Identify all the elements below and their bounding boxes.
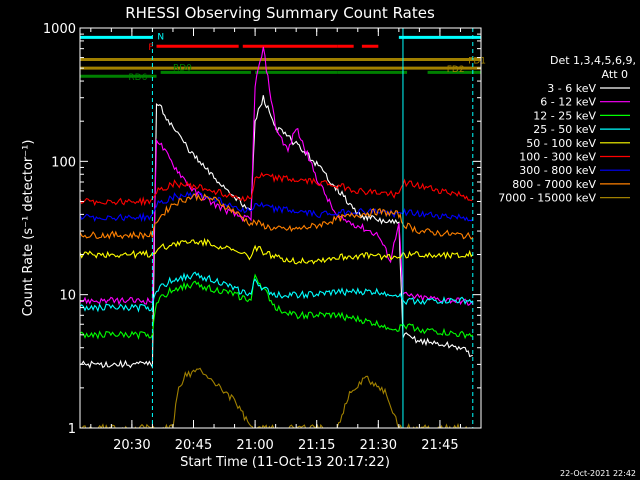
plot-frame	[79, 27, 482, 429]
series-line-300-800-kev	[80, 191, 474, 223]
series-line-25-50-kev	[80, 271, 474, 313]
x-tick-label-21-00: 21:00	[236, 438, 273, 453]
status-bars	[80, 35, 481, 78]
legend-label-6-12-kev: 6 - 12 keV	[540, 96, 596, 109]
status-bar-label-fd1: FD1	[468, 57, 486, 67]
legend-label-800-7000-kev: 800 - 7000 keV	[512, 178, 596, 191]
x-axis-label: Start Time (11-Oct-13 20:17:22)	[180, 455, 390, 470]
x-tick-label-21-45: 21:45	[421, 438, 458, 453]
status-bar-label-rd0: RD0	[173, 63, 192, 73]
legend-label-12-25-kev: 12 - 25 keV	[533, 109, 596, 122]
legend-label-100-300-kev: 100 - 300 keV	[519, 151, 596, 164]
status-bar-label-f: F	[148, 43, 153, 53]
legend-label-25-50-kev: 25 - 50 keV	[533, 123, 596, 136]
data-series	[80, 46, 474, 428]
legend-label-300-800-kev: 300 - 800 keV	[519, 164, 596, 177]
y-tick-label-100: 100	[51, 155, 76, 170]
y-tick-label-10: 10	[59, 289, 76, 304]
y-axis-label: Count Rate (s⁻¹ detector⁻¹)	[21, 140, 36, 317]
series-line-6-12-kev	[80, 46, 474, 306]
x-tick-label-20-45: 20:45	[175, 438, 212, 453]
series-line-100-300-kev	[80, 171, 474, 207]
series-line-12-25-kev	[80, 273, 474, 340]
y-tick-label-1000: 1000	[43, 22, 76, 37]
status-bar-label-rd6: RD6	[128, 73, 147, 83]
vertical-markers	[151, 28, 474, 428]
x-tick-label-21-15: 21:15	[298, 438, 335, 453]
legend-label-7000-15000-kev: 7000 - 15000 keV	[498, 192, 596, 205]
legend-header-line-2: Att 0	[602, 68, 628, 81]
legend-label-50-100-kev: 50 - 100 keV	[526, 137, 596, 150]
legend-header-line-1: Det 1,3,4,5,6,9,	[550, 54, 636, 67]
x-tick-label-21-30: 21:30	[360, 438, 397, 453]
y-tick-label-1: 1	[68, 422, 76, 437]
status-bar-label-fd2: FD2	[447, 65, 465, 75]
series-line-50-100-kev	[80, 237, 474, 265]
x-tick-label-20-30: 20:30	[113, 438, 150, 453]
legend-label-3-6-kev: 3 - 6 keV	[547, 82, 596, 95]
series-line-800-7000-kev	[80, 193, 474, 240]
render-timestamp: 22-Oct-2021 22:42	[560, 469, 636, 478]
status-bar-label-n: N	[157, 32, 164, 42]
chart-title: RHESSI Observing Summary Count Rates	[125, 4, 435, 22]
